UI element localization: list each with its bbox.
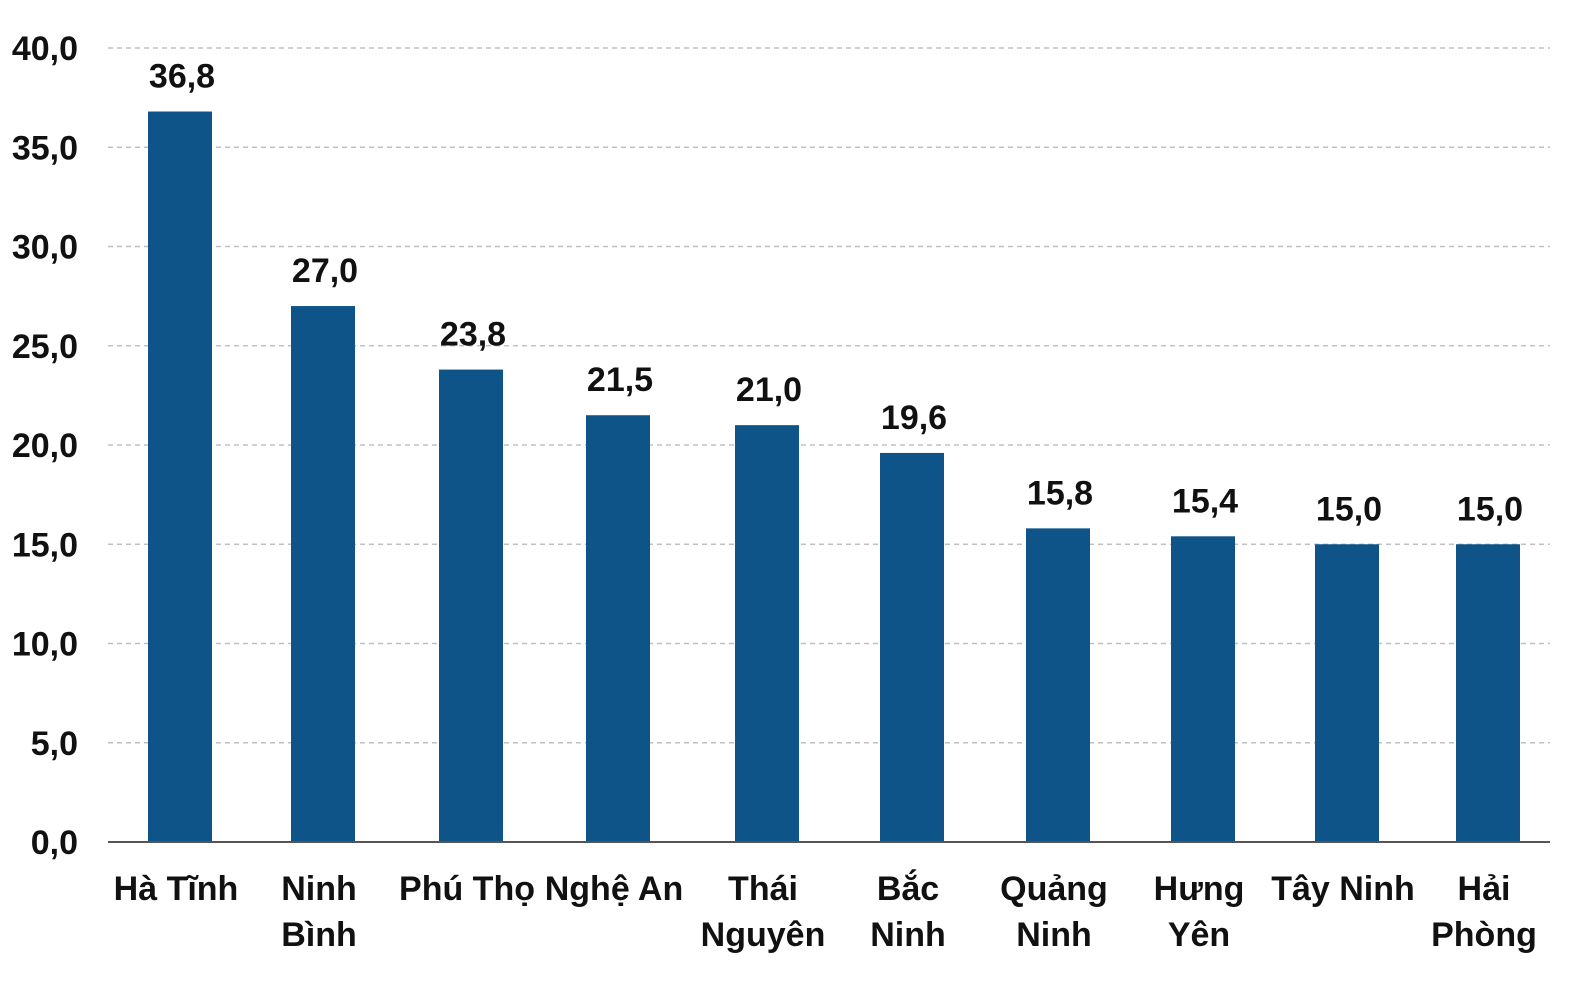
x-tick-label-line: Tây Ninh (1271, 870, 1415, 908)
data-label: 27,0 (292, 252, 358, 290)
bar (1456, 544, 1520, 842)
data-label: 23,8 (440, 316, 506, 354)
bar (1315, 544, 1379, 842)
x-tick-label-line: Hưng (1154, 870, 1245, 908)
y-tick-label: 0,0 (31, 824, 78, 862)
bar (439, 369, 503, 842)
x-tick-label-line: Hải (1458, 870, 1511, 908)
x-tick-label-line: Quảng (1000, 870, 1108, 908)
x-tick-label: Ninh Bình (281, 870, 357, 954)
bars (148, 111, 1520, 842)
x-tick-label: Hà Tĩnh (114, 870, 239, 908)
data-label: 21,0 (736, 371, 802, 409)
x-tick-label-line: Hà Tĩnh (114, 870, 239, 908)
x-tick-label-line: Ninh (281, 870, 357, 908)
y-tick-label: 35,0 (12, 129, 78, 167)
y-tick-label: 15,0 (12, 526, 78, 564)
x-tick-label-line: Bắc (877, 870, 939, 908)
x-tick-label-line: Nghệ An (545, 870, 684, 908)
y-tick-label: 20,0 (12, 427, 78, 465)
bar (1171, 536, 1235, 842)
y-tick-label: 10,0 (12, 626, 78, 664)
x-tick-label-line: Yên (1168, 916, 1230, 954)
data-label: 19,6 (881, 399, 947, 437)
bar (148, 111, 212, 842)
x-tick-label: Hưng Yên (1154, 870, 1245, 954)
y-tick-label: 5,0 (31, 725, 78, 763)
data-labels: 36,8 27,0 23,8 21,5 21,0 19,6 15,8 15,4 15,0 15,0 (149, 58, 1523, 529)
x-tick-label: Tây Ninh (1271, 870, 1415, 908)
data-label: 36,8 (149, 58, 215, 96)
data-label: 15,0 (1316, 490, 1382, 528)
x-tick-label: Bắc Ninh (870, 870, 946, 954)
x-tick-label-line: Phú Thọ (399, 870, 535, 908)
bar (735, 425, 799, 842)
y-tick-label: 25,0 (12, 328, 78, 366)
y-tick-label: 30,0 (12, 229, 78, 267)
bar (1026, 528, 1090, 842)
data-label: 21,5 (587, 361, 653, 399)
x-tick-label-line: Bình (281, 916, 357, 954)
data-label: 15,0 (1457, 490, 1523, 528)
x-axis-categories: Hà Tĩnh Ninh Bình Phú Thọ Nghệ An Thái Nguyên B… (114, 870, 1537, 954)
x-tick-label-line: Phòng (1431, 916, 1537, 954)
x-tick-label-line: Thái (728, 870, 798, 908)
gridlines (108, 47, 1550, 744)
data-label: 15,8 (1027, 474, 1093, 512)
x-tick-label: Nghệ An (545, 870, 684, 908)
x-tick-label: Phú Thọ (399, 870, 535, 908)
data-label: 15,4 (1172, 482, 1238, 520)
x-tick-label-line: Ninh (870, 916, 946, 954)
x-tick-label: Hải Phòng (1431, 870, 1537, 954)
y-axis-ticks: 0,0 5,0 10,0 15,0 20,0 25,0 30,0 35,0 40,0 (12, 30, 78, 862)
y-tick-label: 40,0 (12, 30, 78, 68)
bar (586, 415, 650, 842)
x-tick-label: Thái Nguyên (701, 870, 826, 954)
x-tick-label-line: Ninh (1016, 916, 1092, 954)
x-tick-label-line: Nguyên (701, 916, 826, 954)
x-tick-label: Quảng Ninh (1000, 870, 1108, 954)
bar (291, 306, 355, 842)
bar (880, 452, 944, 842)
